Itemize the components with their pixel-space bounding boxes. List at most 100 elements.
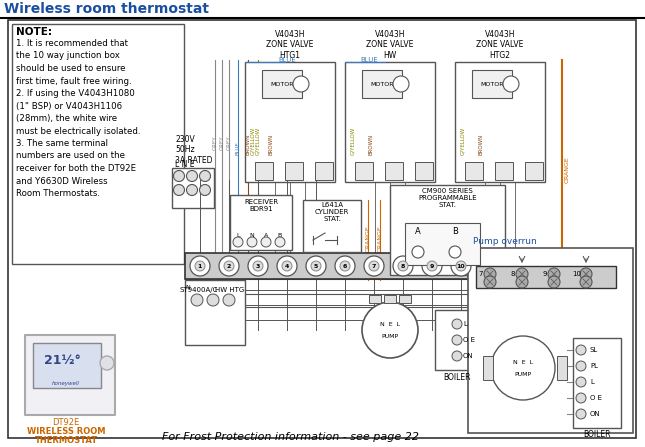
Bar bbox=[468, 248, 633, 433]
Circle shape bbox=[393, 256, 413, 276]
Text: receiver for both the DT92E: receiver for both the DT92E bbox=[16, 164, 136, 173]
Circle shape bbox=[191, 294, 203, 306]
Text: must be electrically isolated.: must be electrically isolated. bbox=[16, 127, 141, 135]
Circle shape bbox=[576, 377, 586, 387]
Text: B: B bbox=[278, 233, 282, 238]
Bar bbox=[476, 266, 616, 288]
Text: A: A bbox=[415, 227, 421, 236]
Circle shape bbox=[503, 76, 519, 92]
Circle shape bbox=[195, 261, 205, 271]
Circle shape bbox=[548, 268, 560, 280]
Circle shape bbox=[219, 256, 239, 276]
Text: GREY: GREY bbox=[226, 135, 232, 150]
Text: first time, fault free wiring.: first time, fault free wiring. bbox=[16, 76, 132, 85]
Circle shape bbox=[335, 256, 355, 276]
Bar bbox=[369, 295, 381, 303]
Text: G/YELLOW: G/YELLOW bbox=[461, 127, 466, 155]
Bar bbox=[557, 356, 567, 380]
Text: 9: 9 bbox=[430, 263, 434, 269]
Bar bbox=[185, 280, 245, 345]
Text: PUMP: PUMP bbox=[381, 333, 399, 338]
Bar bbox=[315, 162, 333, 180]
Bar bbox=[385, 162, 403, 180]
Bar bbox=[345, 62, 435, 182]
Text: ORANGE: ORANGE bbox=[377, 225, 382, 252]
Text: HW HTG: HW HTG bbox=[215, 287, 244, 293]
Text: NOTE:: NOTE: bbox=[16, 27, 52, 37]
Text: and Y6630D Wireless: and Y6630D Wireless bbox=[16, 177, 108, 186]
Text: N  E  L: N E L bbox=[513, 359, 533, 364]
Text: CM900 SERIES
PROGRAMMABLE
STAT.: CM900 SERIES PROGRAMMABLE STAT. bbox=[418, 188, 477, 208]
Bar bbox=[255, 162, 273, 180]
Bar bbox=[362, 70, 402, 98]
Circle shape bbox=[224, 261, 234, 271]
Circle shape bbox=[174, 185, 184, 195]
Bar bbox=[435, 310, 480, 370]
Circle shape bbox=[199, 185, 210, 195]
Circle shape bbox=[491, 336, 555, 400]
Text: MOTOR: MOTOR bbox=[481, 81, 504, 87]
Circle shape bbox=[412, 246, 424, 258]
Circle shape bbox=[449, 246, 461, 258]
Text: 8: 8 bbox=[511, 271, 515, 277]
Circle shape bbox=[364, 256, 384, 276]
Circle shape bbox=[247, 237, 257, 247]
Circle shape bbox=[186, 185, 197, 195]
Bar bbox=[495, 162, 513, 180]
Text: DT92E: DT92E bbox=[52, 418, 79, 427]
Text: O E: O E bbox=[590, 395, 602, 401]
Circle shape bbox=[223, 294, 235, 306]
Circle shape bbox=[199, 170, 210, 181]
Circle shape bbox=[293, 76, 309, 92]
Text: BROWN: BROWN bbox=[268, 134, 273, 155]
Bar bbox=[415, 162, 433, 180]
Bar bbox=[384, 295, 396, 303]
Text: honeywell: honeywell bbox=[52, 380, 80, 385]
Text: 10: 10 bbox=[457, 263, 465, 269]
Text: 1: 1 bbox=[198, 263, 202, 269]
Text: B: B bbox=[452, 227, 458, 236]
Text: L: L bbox=[590, 379, 594, 385]
Text: 10: 10 bbox=[573, 271, 582, 277]
Text: 5: 5 bbox=[314, 263, 318, 269]
Text: PUMP: PUMP bbox=[515, 371, 531, 376]
Text: MOTOR: MOTOR bbox=[270, 81, 293, 87]
Text: 3. The same terminal: 3. The same terminal bbox=[16, 139, 108, 148]
Text: V4043H
ZONE VALVE
HTG1: V4043H ZONE VALVE HTG1 bbox=[266, 30, 313, 60]
Text: L: L bbox=[463, 321, 467, 327]
Circle shape bbox=[516, 268, 528, 280]
Circle shape bbox=[576, 345, 586, 355]
Text: ST9400A/C: ST9400A/C bbox=[180, 287, 219, 293]
Circle shape bbox=[422, 256, 442, 276]
Bar bbox=[355, 162, 373, 180]
Text: 4: 4 bbox=[285, 263, 289, 269]
Text: PL: PL bbox=[590, 363, 598, 369]
Circle shape bbox=[100, 356, 114, 370]
Circle shape bbox=[261, 237, 271, 247]
Bar bbox=[33, 343, 101, 388]
Text: Wireless room thermostat: Wireless room thermostat bbox=[4, 2, 209, 16]
Bar bbox=[483, 356, 493, 380]
Text: 6: 6 bbox=[342, 263, 347, 269]
Circle shape bbox=[484, 276, 496, 288]
Text: ORANGE: ORANGE bbox=[366, 225, 370, 252]
Text: GREY: GREY bbox=[212, 135, 217, 150]
Text: BROWN: BROWN bbox=[246, 134, 250, 155]
Circle shape bbox=[275, 237, 285, 247]
Circle shape bbox=[393, 76, 409, 92]
Circle shape bbox=[452, 319, 462, 329]
Bar bbox=[465, 162, 483, 180]
Circle shape bbox=[253, 261, 263, 271]
Circle shape bbox=[186, 170, 197, 181]
Text: should be used to ensure: should be used to ensure bbox=[16, 64, 126, 73]
Text: the 10 way junction box: the 10 way junction box bbox=[16, 51, 120, 60]
Bar bbox=[399, 295, 411, 303]
Text: (1" BSP) or V4043H1106: (1" BSP) or V4043H1106 bbox=[16, 101, 122, 110]
Circle shape bbox=[516, 276, 528, 288]
Text: BOILER: BOILER bbox=[583, 430, 611, 439]
Circle shape bbox=[190, 256, 210, 276]
Bar bbox=[405, 223, 480, 265]
Text: Pump overrun: Pump overrun bbox=[473, 237, 537, 246]
Bar bbox=[245, 62, 335, 182]
Text: L: L bbox=[236, 233, 240, 238]
